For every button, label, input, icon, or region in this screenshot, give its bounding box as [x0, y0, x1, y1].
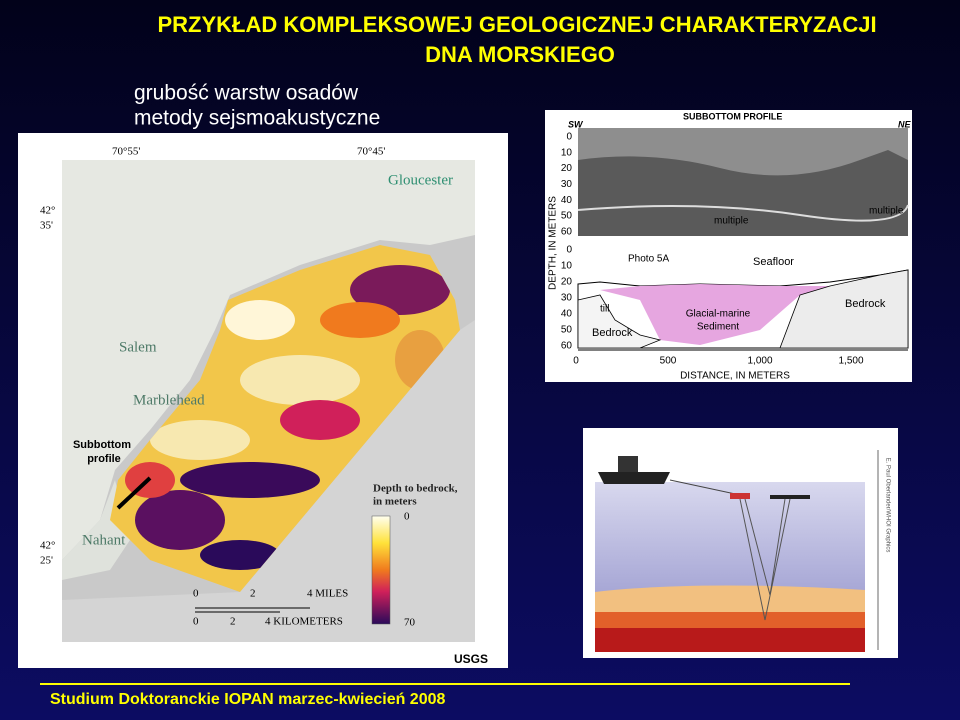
- annotation: multiple: [869, 206, 904, 217]
- y-axis-label: DEPTH, IN METERS: [548, 196, 559, 290]
- annotation: Bedrock: [845, 298, 886, 310]
- y-tick-label: 20: [561, 277, 573, 288]
- legend-title: Depth to bedrock,: [373, 483, 458, 495]
- latitude: 42°: [40, 540, 55, 552]
- y-tick-label: 50: [561, 211, 573, 222]
- place-name: Nahant: [82, 532, 126, 548]
- subtitle: grubość warstw osadów: [134, 82, 359, 105]
- legend-title: in meters: [373, 496, 417, 508]
- subbottom-profile: [545, 110, 912, 382]
- x-axis-label: DISTANCE, IN METERS: [680, 371, 790, 382]
- y-tick-label: 30: [561, 179, 573, 190]
- y-tick-label: 60: [561, 226, 573, 237]
- annotation: Photo 5A: [628, 254, 669, 265]
- credit: E. Paul Oberlander/WHOI Graphics: [884, 458, 890, 553]
- scale-label: 2: [230, 616, 236, 628]
- longitude: 70°55': [112, 146, 140, 158]
- title: PRZYKŁAD KOMPLEKSOWEJ GEOLOGICZNEJ CHARA…: [157, 12, 876, 37]
- y-tick-label: 60: [561, 341, 573, 352]
- profile-title: SUBBOTTOM PROFILE: [683, 111, 782, 121]
- scale-label: 2: [250, 588, 256, 600]
- y-tick-label: 0: [566, 245, 572, 256]
- profile-label: Subbottom: [73, 439, 131, 451]
- annotation: till: [600, 304, 609, 315]
- survey-illustration: [583, 428, 898, 658]
- y-tick-label: 40: [561, 195, 573, 206]
- annotation: Bedrock: [592, 327, 633, 339]
- y-tick-label: 40: [561, 309, 573, 320]
- place-name: Gloucester: [388, 172, 453, 188]
- direction: SW: [568, 119, 584, 129]
- footer: Studium Doktoranckie IOPAN marzec-kwieci…: [50, 691, 446, 708]
- place-name: Salem: [119, 339, 157, 355]
- scale-label: 0: [193, 616, 199, 628]
- annotation: Sediment: [697, 322, 739, 333]
- annotation: Glacial-marine: [686, 309, 751, 320]
- y-tick-label: 30: [561, 293, 573, 304]
- annotation: Seafloor: [753, 256, 794, 268]
- title: DNA MORSKIEGO: [425, 42, 615, 67]
- scale-label: 4 MILES: [307, 588, 348, 600]
- x-tick-label: 500: [660, 356, 677, 367]
- y-tick-label: 50: [561, 325, 573, 336]
- y-tick-label: 0: [566, 132, 572, 143]
- scale-label: 4 KILOMETERS: [265, 616, 343, 628]
- subtitle: metody sejsmoakustyczne: [134, 107, 380, 130]
- longitude: 70°45': [357, 146, 385, 158]
- x-tick-label: 0: [573, 356, 579, 367]
- profile-label: profile: [87, 453, 121, 465]
- x-tick-label: 1,000: [747, 356, 772, 367]
- map: [18, 133, 508, 668]
- latitude: 42°: [40, 205, 55, 217]
- legend-label: 70: [404, 617, 416, 629]
- y-tick-label: 10: [561, 147, 573, 158]
- direction: NE: [898, 119, 911, 129]
- place-name: Marblehead: [133, 392, 205, 408]
- annotation: multiple: [714, 216, 749, 227]
- credit: USGS: [454, 652, 488, 666]
- y-tick-label: 20: [561, 163, 573, 174]
- y-tick-label: 10: [561, 261, 573, 272]
- latitude: 25': [40, 555, 53, 567]
- legend-label: 0: [404, 511, 410, 523]
- x-tick-label: 1,500: [838, 356, 863, 367]
- scale-label: 0: [193, 588, 199, 600]
- latitude: 35': [40, 220, 53, 232]
